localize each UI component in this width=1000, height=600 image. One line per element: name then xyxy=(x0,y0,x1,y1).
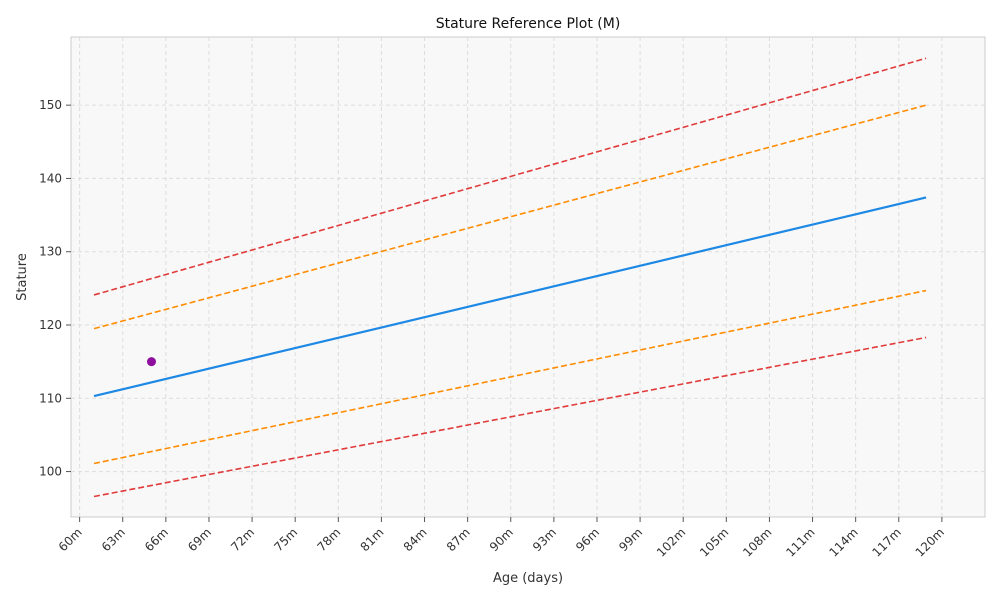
x-tick-label: 66m xyxy=(142,525,171,554)
plot-area-background xyxy=(70,36,986,518)
points-group xyxy=(146,357,156,367)
x-tick-label: 87m xyxy=(444,525,473,554)
x-axis-label: Age (days) xyxy=(493,571,563,586)
x-tick-label: 78m xyxy=(314,525,343,554)
y-tick-label: 110 xyxy=(39,391,62,405)
x-tick-label: 96m xyxy=(573,525,602,554)
y-axis-ticks: 100 110 120 130 140 150 xyxy=(39,98,71,479)
y-tick-label: 100 xyxy=(39,465,62,479)
chart-title: Stature Reference Plot (M) xyxy=(436,16,621,32)
x-tick-label: 75m xyxy=(271,525,300,554)
x-tick-label: 108m xyxy=(740,525,774,559)
x-tick-label: 90m xyxy=(487,525,516,554)
x-tick-label: 93m xyxy=(530,525,559,554)
x-tick-label: 111m xyxy=(783,525,817,559)
x-tick-label: 99m xyxy=(616,525,645,554)
x-tick-label: 117m xyxy=(870,525,904,559)
y-tick-label: 130 xyxy=(39,245,62,259)
series-line-4 xyxy=(93,289,927,465)
x-tick-label: 72m xyxy=(228,525,257,554)
series-line-5 xyxy=(93,336,927,498)
x-tick-label: 63m xyxy=(99,525,128,554)
series-group xyxy=(93,57,927,498)
x-tick-label: 69m xyxy=(185,525,214,554)
y-tick-label: 140 xyxy=(39,171,62,185)
y-tick-label: 120 xyxy=(39,318,62,332)
y-axis-label: Stature xyxy=(15,253,30,301)
x-tick-label: 60m xyxy=(56,525,85,554)
x-tick-label: 84m xyxy=(401,525,430,554)
x-axis-ticks: 60m 63m 66m 69m 72m 75m 78m 81m 84m 87m 90m 93m 96m 9… xyxy=(56,517,947,560)
series-line-3 xyxy=(93,196,927,398)
x-tick-label: 81m xyxy=(358,525,387,554)
y-tick-label: 150 xyxy=(39,98,62,112)
data-point xyxy=(146,357,156,367)
x-tick-label: 102m xyxy=(654,525,688,559)
x-tick-label: 120m xyxy=(913,525,947,559)
series-line-1 xyxy=(93,57,927,296)
x-tick-label: 114m xyxy=(826,525,860,559)
x-tick-label: 105m xyxy=(697,525,731,559)
